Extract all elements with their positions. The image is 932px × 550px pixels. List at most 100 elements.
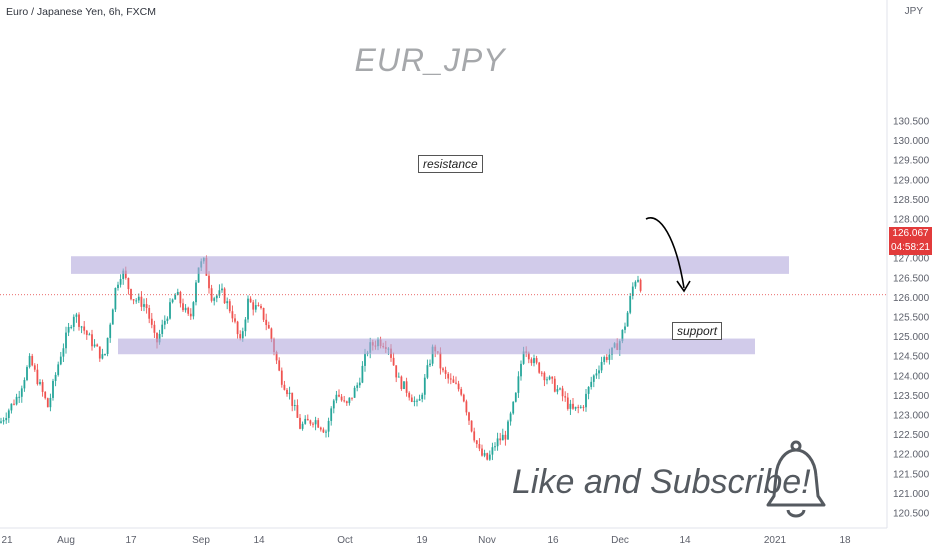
- candle-body: [260, 306, 262, 308]
- candle-body: [270, 328, 273, 340]
- candle-body: [96, 344, 99, 347]
- candle-body: [265, 319, 268, 326]
- candle-body: [46, 398, 49, 408]
- like-subscribe-text: Like and Subscribe!: [512, 463, 811, 501]
- candle-body: [626, 312, 629, 327]
- candle-body: [93, 344, 96, 347]
- candle-body: [257, 305, 260, 307]
- resistance-label: resistance: [418, 155, 483, 173]
- candle-body: [405, 381, 408, 393]
- price-tick-label: 121.500: [893, 469, 930, 480]
- candle-body: [572, 403, 574, 409]
- candle-body: [413, 400, 416, 402]
- price-tick-label: 122.000: [893, 450, 930, 461]
- candle-body: [585, 393, 587, 408]
- candle-body: [325, 431, 327, 433]
- price-tick-label: 127.000: [893, 254, 930, 265]
- candle-body: [629, 296, 632, 313]
- candle-body: [153, 324, 156, 333]
- candle-body: [104, 353, 106, 355]
- candle-body: [304, 418, 307, 424]
- candle-body: [358, 382, 361, 386]
- candle-body: [137, 296, 140, 301]
- candle-body: [608, 354, 611, 360]
- candle-body: [473, 431, 476, 441]
- price-tick-label: 130.500: [893, 117, 930, 128]
- candle-body: [132, 299, 135, 301]
- candle-body: [361, 365, 364, 383]
- price-tick-label: 129.000: [893, 175, 930, 186]
- candle-body: [54, 374, 57, 381]
- candle-body: [457, 383, 460, 390]
- candle-body: [166, 318, 169, 321]
- candle-body: [10, 403, 13, 411]
- candle-body: [590, 381, 593, 387]
- price-tick-label: 128.000: [893, 215, 930, 226]
- candle-body: [551, 376, 554, 379]
- candle-body: [176, 291, 179, 296]
- candle-body: [478, 444, 481, 449]
- candle-body: [512, 401, 515, 414]
- candle-body: [439, 352, 442, 369]
- candle-body: [275, 352, 278, 361]
- time-tick-label: 16: [547, 535, 559, 546]
- time-tick-label: 14: [253, 535, 265, 546]
- candle-body: [340, 396, 343, 401]
- candle-body: [338, 394, 340, 397]
- symbol-title[interactable]: Euro / Japanese Yen, 6h, FXCM: [6, 6, 157, 18]
- candle-body: [353, 387, 356, 398]
- candle-body: [174, 295, 177, 300]
- candle-body: [514, 392, 517, 402]
- candle-body: [504, 434, 507, 440]
- candle-body: [296, 405, 299, 418]
- candle-body: [197, 267, 200, 283]
- candle-body: [600, 361, 603, 371]
- time-axis[interactable]: 21 Aug 17 Sep 14 Oct 19 Nov 16 Dec 14 2021 18: [1, 535, 851, 546]
- candle-body: [527, 352, 530, 360]
- candle-body: [621, 329, 624, 342]
- bell-icon: [766, 440, 826, 518]
- time-tick-label: 17: [125, 535, 137, 546]
- price-tick-label: 130.000: [893, 136, 930, 147]
- candle-body: [150, 318, 153, 325]
- candle-body: [70, 326, 73, 328]
- price-tick-label: 123.500: [893, 391, 930, 402]
- candle-body: [13, 403, 15, 405]
- candle-body: [605, 357, 608, 360]
- candle-body: [262, 307, 265, 320]
- candle-body: [286, 389, 288, 395]
- candle-body: [288, 392, 291, 395]
- candle-body: [431, 346, 434, 364]
- candle-body: [182, 303, 184, 311]
- candle-body: [392, 357, 395, 366]
- candle-body: [127, 278, 130, 290]
- resistance-zone[interactable]: [71, 256, 789, 274]
- candle-body: [210, 288, 213, 301]
- candle-body: [449, 378, 452, 380]
- support-label: support: [672, 322, 723, 340]
- candle-body: [356, 385, 359, 388]
- time-tick-label: Nov: [478, 535, 496, 546]
- candle-body: [520, 363, 522, 377]
- price-tick-label: 129.500: [893, 156, 930, 167]
- candle-body: [36, 369, 39, 385]
- candle-body: [455, 382, 457, 384]
- candle-body: [39, 382, 41, 385]
- price-axis[interactable]: 130.500 130.000 129.500 129.000 128.500 128.0…: [893, 117, 930, 520]
- candle-body: [553, 378, 556, 392]
- candle-body: [124, 270, 127, 279]
- candle-body: [410, 397, 413, 402]
- candle-body: [418, 399, 421, 401]
- candle-body: [114, 288, 117, 310]
- candle-body: [41, 382, 44, 392]
- candle-body: [83, 326, 86, 331]
- candle-body: [631, 286, 634, 297]
- support-zone[interactable]: [118, 338, 755, 355]
- candle-body: [535, 358, 538, 363]
- candle-body: [20, 388, 23, 397]
- candle-body: [143, 304, 145, 307]
- candle-body: [574, 406, 577, 409]
- candle-body: [241, 331, 244, 339]
